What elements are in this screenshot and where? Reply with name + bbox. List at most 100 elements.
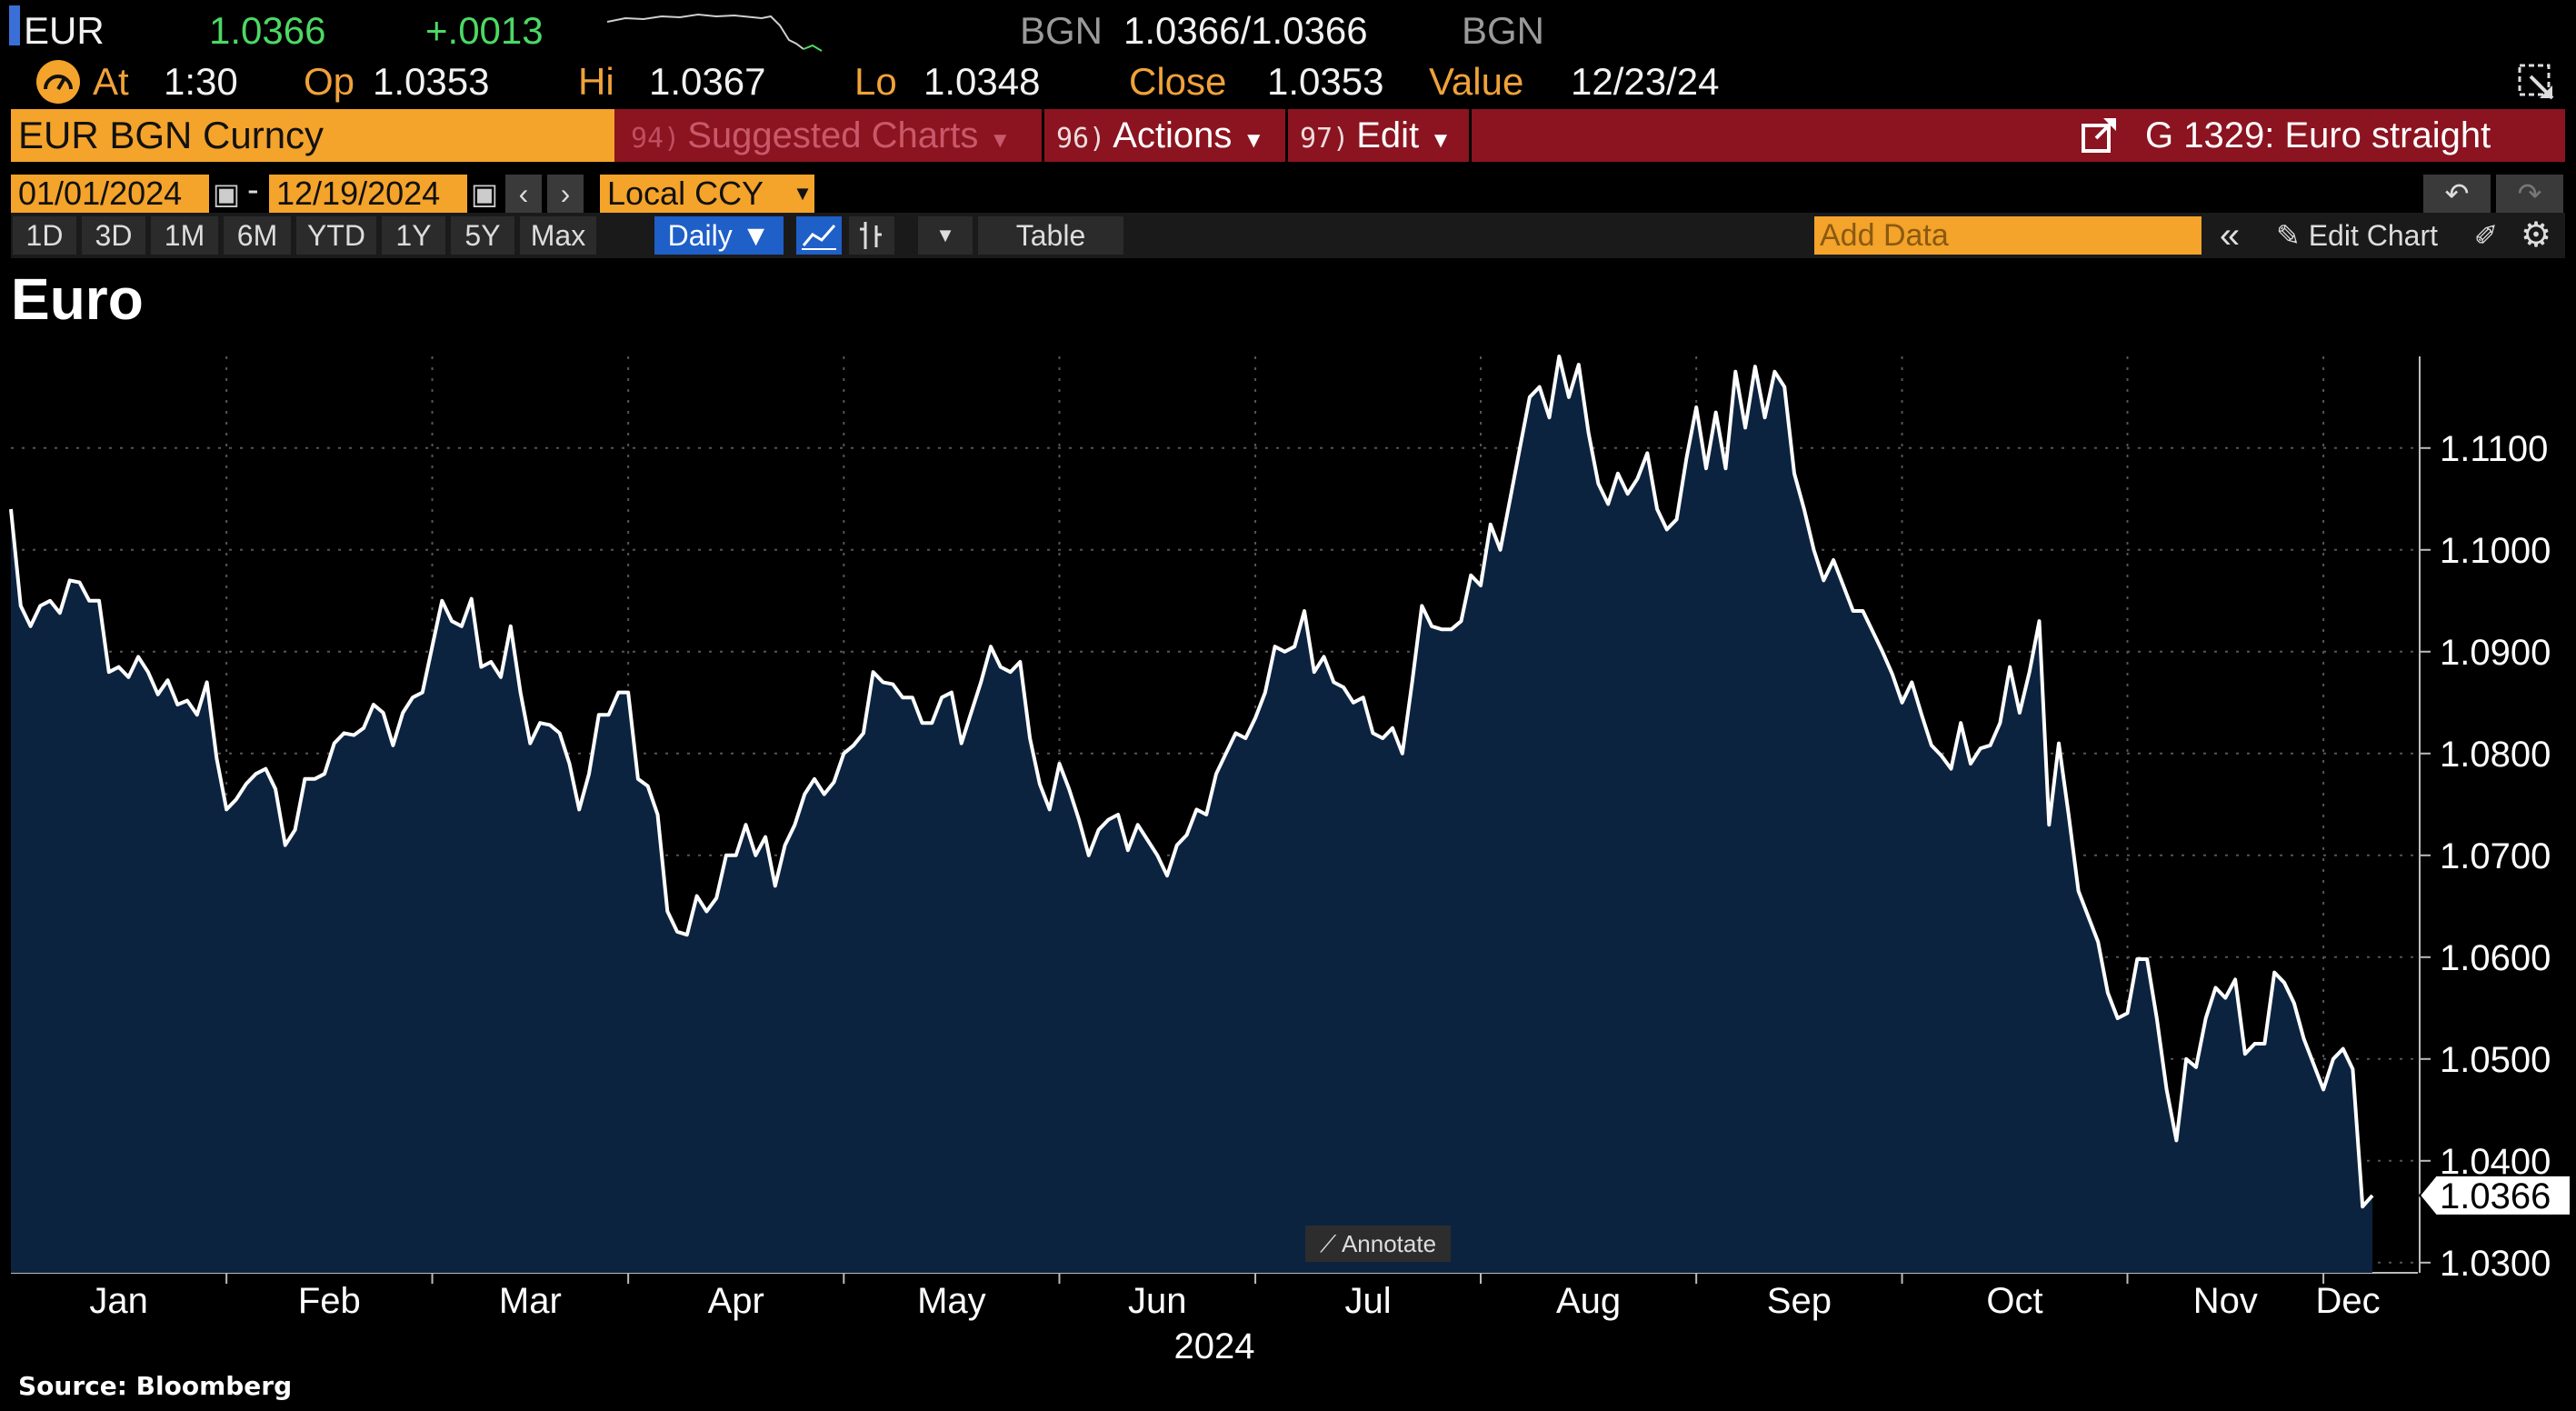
net-change: +.0013 [425, 9, 544, 52]
x-tick-label: Sep [1767, 1281, 1832, 1321]
frequency-select[interactable]: Daily ▼ [654, 216, 784, 255]
x-tick-label: Feb [298, 1281, 361, 1321]
range-button-6m[interactable]: 6M [224, 216, 291, 255]
range-button-5y[interactable]: 5Y [451, 216, 514, 255]
y-tick-label: 1.1100 [2440, 429, 2548, 469]
line-chart-icon[interactable] [796, 216, 842, 255]
high-label: Hi [578, 60, 614, 103]
calendar-icon[interactable]: ▣ [469, 175, 500, 213]
function-toolbar: EUR BGN Curncy 94) Suggested Charts ▼ 96) A… [11, 109, 2565, 162]
divider [1469, 109, 1472, 162]
pencil-icon: ✎ [2276, 219, 2301, 252]
edit-chart-button[interactable]: ✎ Edit Chart [2258, 216, 2456, 255]
bgn-source-right: BGN [1462, 9, 1545, 52]
chevron-down-icon[interactable]: ▼ [791, 175, 814, 213]
edit-menu[interactable]: 97) Edit ▼ [1300, 109, 1452, 162]
actions-label: Actions [1113, 115, 1233, 155]
x-tick-label: Apr [708, 1281, 764, 1321]
range-button-3d[interactable]: 3D [82, 216, 145, 255]
low-label: Lo [854, 60, 897, 103]
edit-chart-label: Edit Chart [2308, 219, 2438, 252]
calendar-icon[interactable]: ▣ [211, 175, 242, 213]
x-axis: Jan Feb Mar Apr May Jun Jul Aug Sep Oct Nov Dec 2024 [89, 1273, 2381, 1366]
edit-style-icon[interactable]: ✐ [2463, 216, 2509, 255]
divider [1042, 109, 1044, 162]
chevron-down-icon: ▼ [989, 128, 1012, 153]
ohlc-bars-icon[interactable] [849, 216, 894, 255]
popout-icon[interactable] [2516, 62, 2556, 102]
at-label: At [93, 60, 129, 103]
bgn-source-left: BGN [1020, 9, 1103, 52]
range-button-1m[interactable]: 1M [151, 216, 218, 255]
bid-ask: 1.0366/1.0366 [1123, 9, 1368, 52]
chart-reference: G 1329: Euro straight [2145, 115, 2491, 155]
chart-title: Euro [11, 266, 144, 332]
divider [1285, 109, 1288, 162]
add-data-input[interactable]: Add Data [1814, 216, 2202, 255]
y-tick-label: 1.0700 [2440, 836, 2551, 876]
y-tick-label: 1.0300 [2440, 1244, 2551, 1284]
gauge-icon[interactable] [36, 60, 80, 104]
value-date: 12/23/24 [1571, 60, 1720, 103]
suggested-charts-label: Suggested Charts [687, 115, 979, 155]
close-value: 1.0353 [1267, 60, 1384, 103]
at-value: 1:30 [164, 60, 238, 103]
x-tick-label: Jan [89, 1281, 148, 1321]
last-value-label: 1.0366 [2418, 1174, 2571, 1216]
price-area [11, 356, 2372, 1273]
annotate-button[interactable]: ⟋ Annotate [1305, 1226, 1451, 1262]
gear-icon[interactable]: ⚙ [2512, 216, 2560, 255]
security-field[interactable]: EUR BGN Curncy [11, 109, 614, 162]
low-value: 1.0348 [924, 60, 1041, 103]
range-button-max[interactable]: Max [520, 216, 596, 255]
frequency-label: Daily [667, 219, 733, 252]
x-tick-label: Nov [2193, 1281, 2258, 1321]
ticker-marker [9, 5, 20, 45]
suggested-charts-menu[interactable]: 94) Suggested Charts ▼ [631, 109, 1011, 162]
chart-type-dropdown-icon[interactable]: ▼ [918, 216, 973, 255]
price-line [9, 355, 2374, 1209]
source-note: Source: Bloomberg [18, 1371, 293, 1401]
range-button-1y[interactable]: 1Y [382, 216, 445, 255]
date-separator: - [247, 171, 259, 209]
x-tick-label: May [917, 1281, 986, 1321]
open-label: Op [304, 60, 355, 103]
x-axis-title: 2024 [1174, 1326, 1255, 1366]
ticker-symbol[interactable]: EUR [24, 9, 105, 52]
range-button-1d[interactable]: 1D [13, 216, 76, 255]
suggested-charts-number: 94) [631, 123, 681, 155]
x-tick-label: Oct [1986, 1281, 2042, 1321]
edit-label: Edit [1356, 115, 1420, 155]
table-button[interactable]: Table [978, 216, 1123, 255]
y-axis: 1.1100 1.1000 1.0900 1.0800 1.0700 1.0600 1.05… [2420, 429, 2551, 1284]
actions-menu[interactable]: 96) Actions ▼ [1056, 109, 1264, 162]
x-tick-label: Aug [1556, 1281, 1621, 1321]
y-tick-label: 1.0800 [2440, 735, 2551, 775]
undo-icon[interactable]: ↶ [2423, 175, 2491, 213]
chevron-left-icon[interactable]: ‹ [505, 175, 542, 213]
y-tick-label: 1.0500 [2440, 1040, 2551, 1080]
collapse-double-chevron-icon[interactable]: « [2207, 216, 2252, 255]
last-price: 1.0366 [209, 9, 326, 52]
end-date-field[interactable]: 12/19/2024 [269, 175, 467, 213]
y-tick-label: 1.1000 [2440, 531, 2551, 571]
x-tick-label: Jul [1344, 1281, 1391, 1321]
high-value: 1.0367 [649, 60, 766, 103]
chevron-down-icon: ▼ [1430, 128, 1452, 153]
range-button-ytd[interactable]: YTD [296, 216, 376, 255]
annotate-label: Annotate [1341, 1230, 1437, 1257]
sparkline [607, 13, 823, 52]
chevron-down-icon: ▼ [1243, 128, 1265, 153]
start-date-field[interactable]: 01/01/2024 [11, 175, 209, 213]
redo-icon[interactable]: ↷ [2496, 175, 2563, 213]
close-label: Close [1129, 60, 1227, 103]
x-tick-label: Jun [1128, 1281, 1187, 1321]
currency-select[interactable]: Local CCY [600, 175, 791, 213]
value-date-label: Value [1429, 60, 1524, 103]
launch-icon[interactable] [2080, 116, 2120, 156]
x-tick-label: Mar [499, 1281, 562, 1321]
pencil-icon: ⟋ [1319, 1230, 1337, 1257]
last-value-tag [2418, 1174, 2571, 1216]
chevron-right-icon[interactable]: › [547, 175, 584, 213]
